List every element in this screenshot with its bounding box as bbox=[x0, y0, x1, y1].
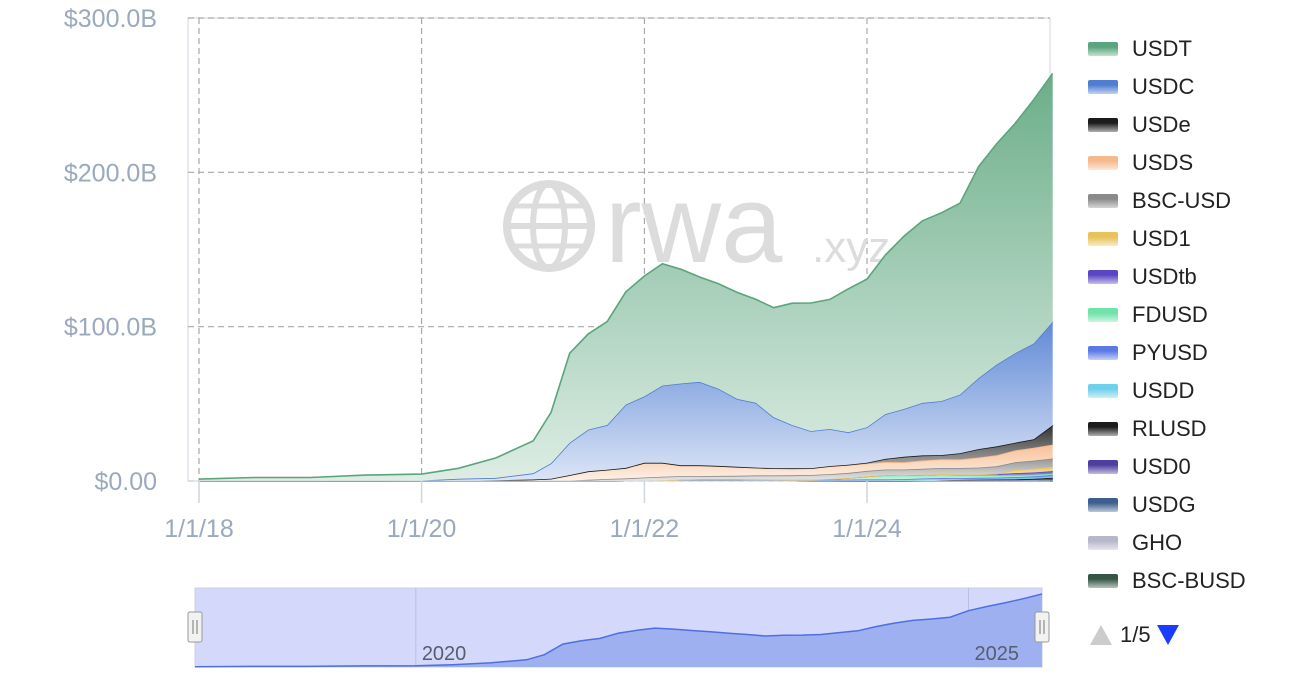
legend-swatch bbox=[1088, 270, 1118, 284]
legend-swatch bbox=[1088, 384, 1118, 398]
legend-item-bsc-busd[interactable]: BSC-BUSD bbox=[1088, 562, 1303, 600]
legend-label: USDC bbox=[1132, 74, 1195, 99]
legend-label: USD0 bbox=[1132, 454, 1191, 479]
legend-item-rlusd[interactable]: RLUSD bbox=[1088, 410, 1303, 448]
x-tick-label: 1/1/20 bbox=[387, 515, 457, 543]
pager-text: 1/5 bbox=[1120, 622, 1151, 647]
legend-swatch bbox=[1088, 574, 1118, 588]
legend-item-usde[interactable]: USDe bbox=[1088, 106, 1303, 144]
legend-label: PYUSD bbox=[1132, 340, 1208, 365]
legend: USDT USDC USDe USDS BSC-USD USD1 USDtb FDUSD PYU… bbox=[1088, 30, 1303, 600]
line-usdt bbox=[198, 72, 1054, 480]
legend-item-pyusd[interactable]: PYUSD bbox=[1088, 334, 1303, 372]
watermark-suffix: .xyz bbox=[812, 223, 890, 272]
legend-item-usdd[interactable]: USDD bbox=[1088, 372, 1303, 410]
pager-up-icon[interactable] bbox=[1090, 625, 1112, 645]
legend-label: USDT bbox=[1132, 36, 1192, 61]
legend-label: RLUSD bbox=[1132, 416, 1207, 441]
x-tick-label: 1/1/18 bbox=[164, 515, 234, 543]
watermark: rwa .xyz bbox=[503, 163, 890, 286]
area-usdc bbox=[199, 321, 1053, 481]
legend-swatch bbox=[1088, 232, 1118, 246]
legend-label: USD1 bbox=[1132, 226, 1191, 251]
legend-item-usd1[interactable]: USD1 bbox=[1088, 220, 1303, 258]
y-tick-label: $0.00 bbox=[94, 468, 157, 496]
legend-item-usdtb[interactable]: USDtb bbox=[1088, 258, 1303, 296]
watermark-text: rwa bbox=[605, 163, 783, 286]
legend-swatch bbox=[1088, 308, 1118, 322]
legend-label: FDUSD bbox=[1132, 302, 1208, 327]
legend-label: USDe bbox=[1132, 112, 1191, 137]
legend-item-usds[interactable]: USDS bbox=[1088, 144, 1303, 182]
x-axis: 1/1/18 1/1/20 1/1/22 1/1/24 bbox=[164, 480, 1050, 543]
legend-swatch bbox=[1088, 498, 1118, 512]
area-usds bbox=[199, 444, 1053, 481]
legend-label: USDtb bbox=[1132, 264, 1197, 289]
legend-label: BSC-USD bbox=[1132, 188, 1232, 213]
y-tick-label: $100.0B bbox=[64, 314, 157, 342]
legend-swatch bbox=[1088, 346, 1118, 360]
legend-item-fdusd[interactable]: FDUSD bbox=[1088, 296, 1303, 334]
legend-item-usdc[interactable]: USDC bbox=[1088, 68, 1303, 106]
legend-swatch bbox=[1088, 460, 1118, 474]
navigator[interactable]: 2020 2025 bbox=[187, 587, 1050, 668]
legend-swatch bbox=[1088, 118, 1118, 132]
legend-pager: 1/5 bbox=[1090, 622, 1179, 648]
navigator-area bbox=[195, 594, 1042, 667]
navigator-handle-right[interactable] bbox=[1034, 611, 1050, 643]
legend-label: USDG bbox=[1132, 492, 1196, 517]
navigator-label: 2020 bbox=[422, 643, 467, 665]
legend-item-usdg[interactable]: USDG bbox=[1088, 486, 1303, 524]
legend-swatch bbox=[1088, 42, 1118, 56]
legend-swatch bbox=[1088, 194, 1118, 208]
navigator-line bbox=[194, 593, 1043, 668]
legend-item-usd0[interactable]: USD0 bbox=[1088, 448, 1303, 486]
navigator-handle-left[interactable] bbox=[187, 611, 203, 643]
pager-down-icon[interactable] bbox=[1156, 625, 1179, 645]
x-tick-label: 1/1/24 bbox=[832, 515, 902, 543]
legend-label: USDD bbox=[1132, 378, 1195, 403]
series-usdt[interactable] bbox=[198, 72, 1054, 482]
y-tick-label: $300.0B bbox=[64, 5, 157, 33]
legend-swatch bbox=[1088, 80, 1118, 94]
legend-label: BSC-BUSD bbox=[1132, 568, 1246, 593]
legend-item-bsc-usd[interactable]: BSC-USD bbox=[1088, 182, 1303, 220]
area-usdt bbox=[199, 73, 1053, 482]
legend-swatch bbox=[1088, 536, 1118, 550]
x-tick-label: 1/1/22 bbox=[610, 515, 680, 543]
navigator-label: 2025 bbox=[974, 643, 1019, 665]
legend-item-gho[interactable]: GHO bbox=[1088, 524, 1303, 562]
legend-item-usdt[interactable]: USDT bbox=[1088, 30, 1303, 68]
y-tick-label: $200.0B bbox=[64, 159, 157, 187]
area-bsc-usd bbox=[199, 458, 1053, 481]
legend-label: USDS bbox=[1132, 150, 1194, 175]
legend-label: GHO bbox=[1132, 530, 1183, 555]
legend-swatch bbox=[1088, 156, 1118, 170]
globe-icon bbox=[503, 180, 595, 272]
y-axis: $300.0B $200.0B $100.0B $0.00 bbox=[64, 5, 157, 496]
legend-swatch bbox=[1088, 422, 1118, 436]
